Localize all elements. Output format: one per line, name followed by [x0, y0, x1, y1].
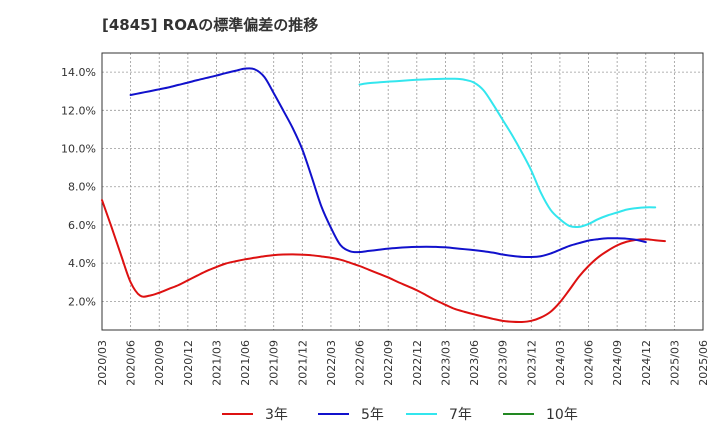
x-tick-label: 2020/06 [125, 340, 138, 386]
x-tick-label: 2021/09 [268, 340, 281, 386]
x-tick-label: 2022/09 [382, 340, 395, 386]
x-tick-label: 2023/06 [468, 340, 481, 386]
x-tick-label: 2022/12 [411, 340, 424, 386]
y-tick-label: 12.0% [61, 104, 96, 117]
x-tick-label: 2022/03 [325, 340, 338, 386]
x-tick-label: 2025/06 [697, 340, 710, 386]
legend-label-7y: 7年 [449, 407, 472, 423]
x-tick-label: 2024/06 [583, 340, 596, 386]
x-tick-label: 2021/03 [210, 340, 223, 386]
x-tick-label: 2024/12 [640, 340, 653, 386]
x-tick-label: 2023/12 [525, 340, 538, 386]
series-line-5y [129, 67, 647, 259]
y-tick-label: 2.0% [68, 295, 96, 308]
x-tick-label: 2022/06 [354, 340, 367, 386]
x-tick-label: 2025/03 [668, 340, 681, 386]
y-tick-label: 8.0% [68, 181, 96, 194]
y-tick-label: 6.0% [68, 219, 96, 232]
y-tick-label: 10.0% [61, 143, 96, 156]
y-tick-label: 14.0% [61, 66, 96, 79]
x-tick-label: 2024/09 [611, 340, 624, 386]
x-tick-label: 2021/06 [239, 340, 252, 386]
x-tick-label: 2021/12 [296, 340, 309, 386]
series-line-3y [101, 199, 666, 324]
x-tick-label: 2023/09 [497, 340, 510, 386]
plot-area-frame [101, 52, 704, 331]
chart-title: [4845] ROAの標準偏差の推移 [102, 16, 319, 34]
x-tick-label: 2020/12 [182, 340, 195, 386]
x-tick-label: 2020/03 [96, 340, 109, 386]
y-tick-label: 4.0% [68, 257, 96, 270]
x-tick-label: 2020/09 [153, 340, 166, 386]
legend-label-10y: 10年 [546, 407, 578, 423]
x-tick-label: 2024/03 [554, 340, 567, 386]
x-tick-label: 2023/03 [439, 340, 452, 386]
series-line-7y [358, 77, 657, 229]
legend-label-5y: 5年 [361, 407, 384, 423]
legend-label-3y: 3年 [265, 407, 288, 423]
